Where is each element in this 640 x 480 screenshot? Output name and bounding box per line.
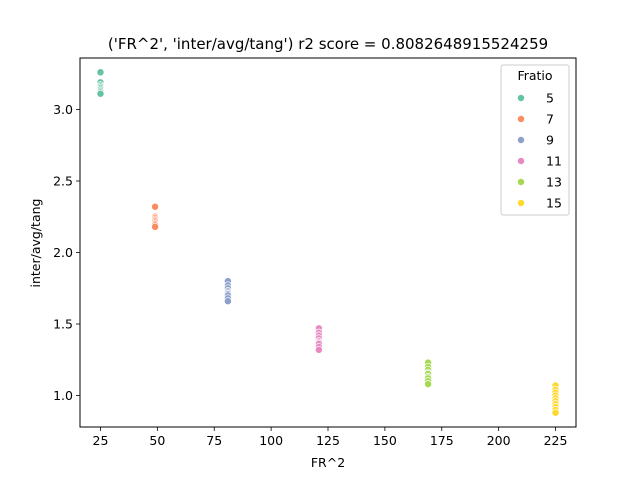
legend-label: 5 [546, 91, 554, 106]
legend-marker [517, 115, 525, 123]
legend-items: 5 7 9 11 13 15 [517, 91, 562, 211]
x-tick-label: 200 [487, 433, 511, 448]
y-tick-label: 2.5 [53, 174, 73, 189]
legend-label: 15 [546, 196, 562, 211]
legend: Fratio 5 7 9 11 13 15 [500, 64, 570, 216]
legend-marker [517, 136, 525, 144]
data-point [424, 380, 433, 389]
legend-box [500, 64, 570, 216]
data-point [223, 297, 232, 306]
legend-marker [517, 94, 525, 102]
x-tick-label: 50 [149, 433, 165, 448]
data-point [151, 202, 160, 211]
legend-marker [517, 199, 525, 207]
chart-title: ('FR^2', 'inter/avg/tang') r2 score = 0.… [108, 35, 548, 53]
y-axis-label: inter/avg/tang [28, 199, 43, 288]
legend-marker [517, 178, 525, 186]
data-point [96, 68, 105, 77]
y-axis-ticks: 1.0 1.5 2.0 2.5 3.0 [53, 102, 80, 403]
x-tick-label: 150 [373, 433, 397, 448]
y-tick-label: 1.5 [53, 317, 73, 332]
legend-label: 7 [546, 112, 554, 127]
x-axis-label: FR^2 [311, 455, 345, 470]
legend-label: 11 [546, 154, 562, 169]
x-tick-label: 175 [430, 433, 454, 448]
data-point [551, 408, 560, 417]
data-point [314, 345, 323, 354]
data-point [151, 222, 160, 231]
x-tick-label: 100 [259, 433, 283, 448]
x-tick-label: 125 [316, 433, 340, 448]
data-point [96, 89, 105, 98]
data-points [96, 68, 560, 417]
x-tick-label: 25 [93, 433, 109, 448]
x-axis-ticks: 25 50 75 100 125 150 175 200 225 [93, 427, 568, 448]
legend-marker [517, 157, 525, 165]
y-tick-label: 2.0 [53, 245, 73, 260]
x-tick-label: 225 [544, 433, 568, 448]
legend-label: 13 [546, 175, 562, 190]
x-tick-label: 75 [206, 433, 222, 448]
legend-label: 9 [546, 133, 554, 148]
legend-title: Fratio [517, 68, 552, 83]
y-tick-label: 1.0 [53, 388, 73, 403]
y-tick-label: 3.0 [53, 102, 73, 117]
